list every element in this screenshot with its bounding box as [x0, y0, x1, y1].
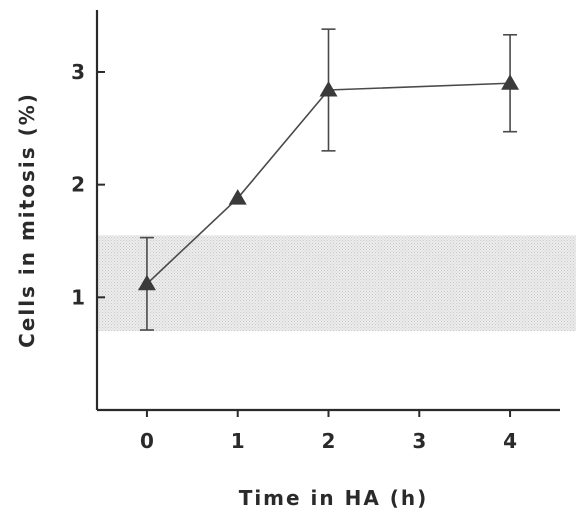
- tick-labels: 0 1 2 3 4 1 2 3: [71, 60, 517, 453]
- data-markers: [137, 74, 520, 291]
- triangle-marker-1: [228, 189, 247, 205]
- triangle-marker-0: [137, 274, 156, 291]
- y-tick-label-1: 1: [71, 285, 85, 309]
- x-tick-label-1: 1: [231, 429, 245, 453]
- x-axis-label: Time in HA (h): [239, 486, 429, 510]
- ticks: [97, 70, 512, 417]
- x-tick-label-4: 4: [503, 429, 517, 453]
- x-tick-label-3: 3: [412, 429, 426, 453]
- y-tick-label-2: 2: [71, 173, 85, 197]
- control-range-band: [98, 235, 576, 332]
- x-tick-label-2: 2: [322, 429, 336, 453]
- y-axis-label: Cells in mitosis (%): [15, 92, 39, 348]
- x-tick-label-0: 0: [140, 429, 154, 453]
- triangle-marker-4: [501, 74, 520, 90]
- y-tick-label-3: 3: [71, 60, 85, 84]
- triangle-marker-2: [319, 81, 338, 97]
- series-line: [146, 82, 511, 285]
